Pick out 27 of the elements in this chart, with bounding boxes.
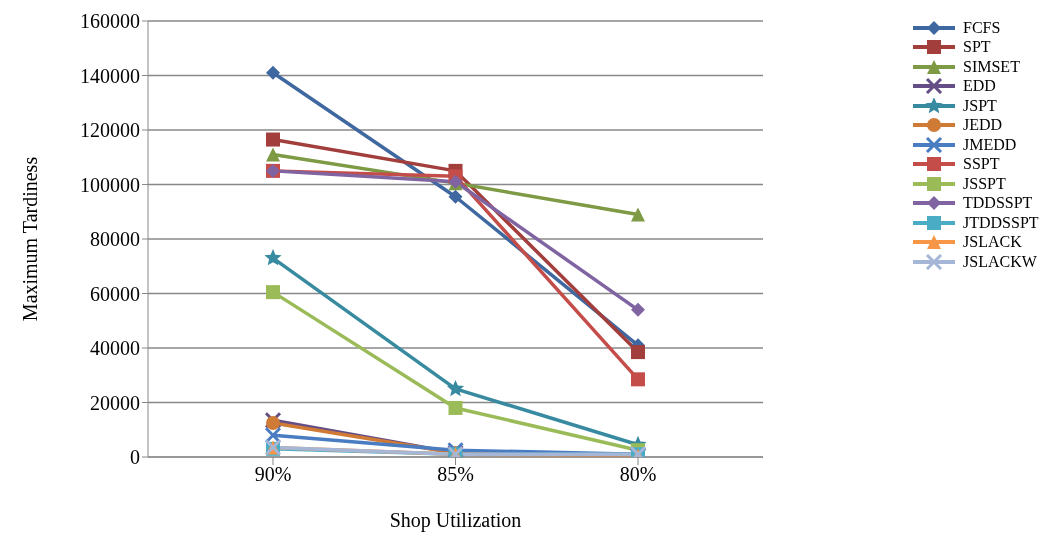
x-tick-label: 85% (437, 463, 474, 486)
legend-label: JEDD (963, 116, 1003, 135)
legend-label: JSLACK (963, 233, 1022, 252)
y-tick-label: 120000 (80, 119, 140, 142)
legend-label: JSPT (963, 96, 997, 115)
y-tick-label: 80000 (90, 228, 140, 251)
legend-label: JSSPT (963, 174, 1006, 193)
y-tick-label: 60000 (90, 282, 140, 305)
legend-label: SIMSET (963, 57, 1020, 76)
legend-label: JMEDD (963, 135, 1017, 154)
y-tick-label: 40000 (90, 337, 140, 360)
y-tick-label: 140000 (80, 64, 140, 87)
y-tick-label: 0 (130, 446, 140, 469)
legend-label: FCFS (963, 18, 1001, 37)
x-tick-label: 90% (254, 463, 292, 486)
legend-label: JTDDSSPT (963, 213, 1039, 232)
legend-label: SSPT (963, 155, 1000, 174)
x-tick-label: 80% (619, 463, 657, 486)
y-tick-label: 20000 (90, 391, 140, 414)
y-tick-label: 160000 (80, 10, 140, 33)
legend-label: EDD (963, 77, 996, 96)
legend-label: TDDSSPT (963, 194, 1033, 213)
y-tick-label: 100000 (80, 173, 140, 196)
x-axis-title: Shop Utilization (389, 509, 522, 532)
legend-label: SPT (963, 38, 991, 57)
legend-label: JSLACKW (963, 252, 1037, 271)
y-axis-title: Maximum Tardiness (19, 156, 42, 322)
